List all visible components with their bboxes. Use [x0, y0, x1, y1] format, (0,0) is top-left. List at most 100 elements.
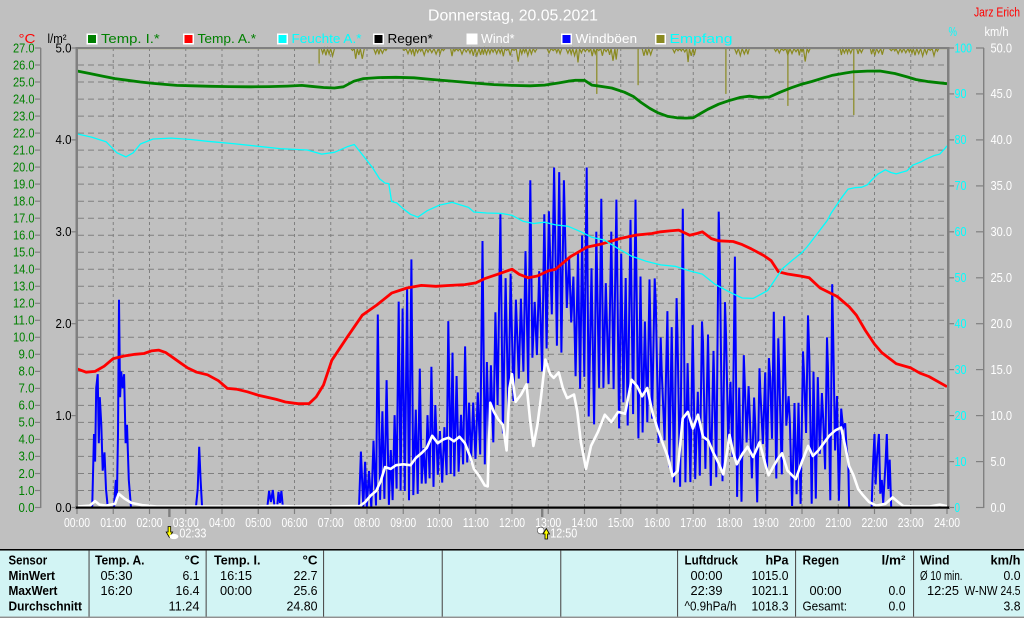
svg-text:11.0: 11.0	[13, 314, 35, 328]
svg-text:Wind: Wind	[920, 553, 950, 568]
svg-text:15.0: 15.0	[13, 246, 35, 260]
svg-text:hPa: hPa	[766, 553, 790, 568]
svg-text:90: 90	[955, 87, 967, 101]
svg-text:Empfang: Empfang	[670, 32, 733, 46]
svg-text:19:00: 19:00	[753, 516, 779, 530]
svg-text:15:00: 15:00	[608, 516, 634, 530]
svg-text:21:00: 21:00	[825, 516, 851, 530]
svg-text:10.0: 10.0	[13, 331, 35, 345]
svg-text:23:00: 23:00	[898, 516, 924, 530]
svg-text:Sensor: Sensor	[9, 553, 48, 568]
svg-text:00:00: 00:00	[691, 568, 723, 583]
svg-text:12.0: 12.0	[13, 297, 35, 311]
svg-text:40: 40	[955, 317, 967, 331]
svg-text:0.0: 0.0	[56, 501, 72, 515]
svg-text:12:25: 12:25	[927, 583, 959, 598]
svg-text:01:00: 01:00	[100, 516, 126, 530]
svg-text:35.0: 35.0	[991, 179, 1013, 193]
svg-text:2.0: 2.0	[19, 467, 35, 481]
svg-text:25.6: 25.6	[294, 583, 318, 598]
svg-text:4.0: 4.0	[56, 133, 72, 147]
svg-text:7.0: 7.0	[19, 382, 35, 396]
svg-text:°C: °C	[303, 553, 319, 568]
svg-text:3.8: 3.8	[1004, 599, 1021, 614]
svg-text:km/h: km/h	[985, 25, 1009, 39]
svg-text:Windböen: Windböen	[576, 32, 638, 46]
svg-text:24:00: 24:00	[934, 516, 960, 530]
svg-text:Temp. A.: Temp. A.	[95, 553, 145, 568]
svg-text:%: %	[949, 25, 958, 39]
svg-text:20: 20	[955, 409, 967, 423]
svg-text:16:00: 16:00	[644, 516, 670, 530]
svg-text:04:00: 04:00	[209, 516, 235, 530]
svg-text:40.0: 40.0	[991, 133, 1013, 147]
svg-text:50: 50	[955, 271, 967, 285]
svg-text:5.0: 5.0	[19, 416, 35, 430]
svg-text:Wind*: Wind*	[481, 32, 515, 46]
svg-text:15.0: 15.0	[991, 363, 1013, 377]
svg-text:00:00: 00:00	[64, 516, 90, 530]
svg-text:18.0: 18.0	[13, 195, 35, 209]
svg-text:22.7: 22.7	[294, 568, 318, 583]
svg-text:08:00: 08:00	[354, 516, 380, 530]
svg-text:l/m²: l/m²	[882, 553, 907, 568]
svg-text:Temp. A.*: Temp. A.*	[198, 32, 257, 46]
svg-text:10:00: 10:00	[427, 516, 453, 530]
svg-text:06:00: 06:00	[282, 516, 308, 530]
svg-text:07:00: 07:00	[318, 516, 344, 530]
svg-text:^0.9hPa/h: ^0.9hPa/h	[685, 599, 737, 614]
svg-text:3.0: 3.0	[19, 450, 35, 464]
svg-text:26.0: 26.0	[13, 58, 35, 72]
svg-text:Temp. I.: Temp. I.	[214, 553, 261, 568]
svg-text:16:20: 16:20	[101, 583, 133, 598]
svg-text:°C: °C	[185, 553, 201, 568]
svg-text:12:00: 12:00	[499, 516, 525, 530]
svg-text:6.0: 6.0	[19, 399, 35, 413]
svg-text:18:00: 18:00	[717, 516, 743, 530]
svg-text:20:00: 20:00	[789, 516, 815, 530]
svg-text:20.0: 20.0	[991, 317, 1013, 331]
svg-text:22:00: 22:00	[862, 516, 888, 530]
svg-text:8.0: 8.0	[19, 365, 35, 379]
svg-text:km/h: km/h	[991, 553, 1021, 568]
svg-text:21.0: 21.0	[13, 143, 35, 157]
svg-text:16.4: 16.4	[176, 583, 200, 598]
svg-text:00:00: 00:00	[810, 583, 842, 598]
svg-text:0.0: 0.0	[19, 501, 35, 515]
svg-text:0.0: 0.0	[889, 599, 906, 614]
svg-text:30.0: 30.0	[991, 225, 1013, 239]
svg-text:09:00: 09:00	[390, 516, 416, 530]
svg-text:45.0: 45.0	[991, 87, 1013, 101]
svg-text:Jarz Erich: Jarz Erich	[974, 6, 1020, 20]
svg-text:13:00: 13:00	[535, 516, 561, 530]
svg-text:60: 60	[955, 225, 967, 239]
svg-text:80: 80	[955, 133, 967, 147]
svg-text:03:00: 03:00	[173, 516, 199, 530]
svg-text:27.0: 27.0	[13, 41, 35, 55]
svg-text:24.5: 24.5	[1001, 583, 1021, 598]
svg-text:14.0: 14.0	[13, 263, 35, 277]
svg-text:16.0: 16.0	[13, 229, 35, 243]
svg-text:12:50: 12:50	[550, 527, 577, 541]
svg-text:0.0: 0.0	[889, 583, 906, 598]
svg-text:Luftdruck: Luftdruck	[685, 553, 739, 568]
svg-text:Regen: Regen	[803, 553, 840, 568]
svg-text:11:00: 11:00	[463, 516, 489, 530]
svg-text:02:00: 02:00	[137, 516, 163, 530]
svg-text:0.0: 0.0	[1004, 568, 1021, 583]
svg-text:4.0: 4.0	[19, 433, 35, 447]
svg-text:MaxWert: MaxWert	[9, 583, 59, 598]
svg-text:1018.3: 1018.3	[752, 599, 789, 614]
svg-text:25.0: 25.0	[13, 75, 35, 89]
svg-text:14:00: 14:00	[572, 516, 598, 530]
svg-text:Ø 10 min.: Ø 10 min.	[920, 568, 963, 583]
svg-text:Regen*: Regen*	[388, 32, 433, 46]
svg-text:24.80: 24.80	[287, 599, 318, 614]
svg-text:00:00: 00:00	[220, 583, 252, 598]
svg-text:05:30: 05:30	[101, 568, 133, 583]
svg-text:05:00: 05:00	[245, 516, 271, 530]
svg-text:5.0: 5.0	[56, 41, 72, 55]
svg-text:Donnerstag, 20.05.2021: Donnerstag, 20.05.2021	[428, 8, 598, 25]
svg-text:3.0: 3.0	[56, 225, 72, 239]
svg-text:70: 70	[955, 179, 967, 193]
